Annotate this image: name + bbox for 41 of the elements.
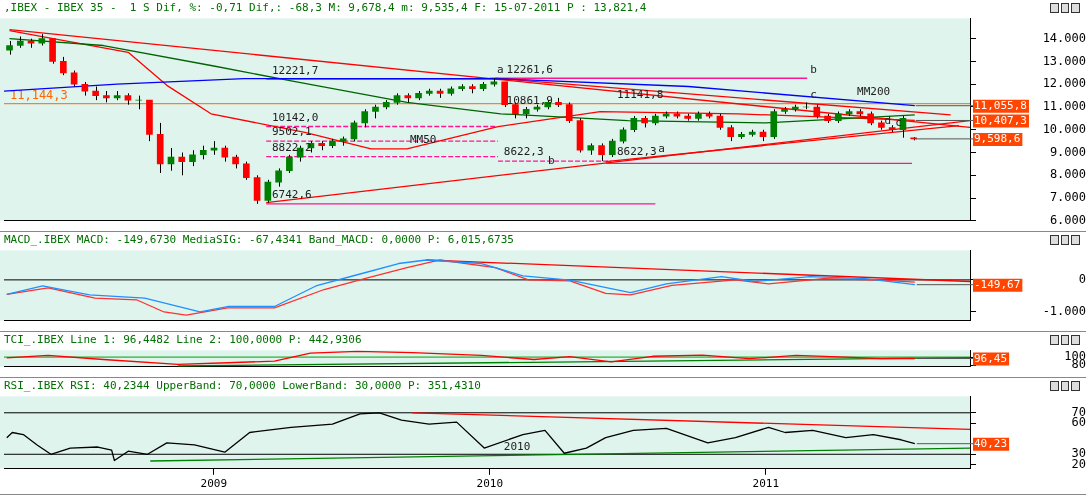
x-tick-label: 2009 xyxy=(200,477,228,491)
chart-title: ,IBEX - IBEX 35 - 1 S Dif, %: -0,71 Dif,: -68,3 M: 9,678,4 m: 9,535,4 F: 15-07-2011 P : 13,821,4 xyxy=(4,1,647,15)
y-tick-label: 10.000 xyxy=(1042,121,1086,136)
annotation: b xyxy=(810,62,817,76)
annotation: c xyxy=(895,116,902,130)
x-tick-label: 2011 xyxy=(752,477,780,491)
annotation: 10,407,3 xyxy=(974,113,1027,127)
annotation: MM200 xyxy=(857,84,891,98)
annotation: d xyxy=(884,114,892,128)
chart-title: TCI_.IBEX Line 1: 96,4482 Line 2: 100,0000 P: 442,9306 xyxy=(4,333,362,347)
y-tick-label: 6.000 xyxy=(1049,212,1086,227)
y-tick-label: 20 xyxy=(1071,456,1086,471)
y-tick-label: 8.000 xyxy=(1049,167,1086,182)
chart-title: RSI_.IBEX RSI: 40,2344 UpperBand: 70,0000 LowerBand: 30,0000 P: 351,4310 xyxy=(4,379,481,393)
y-tick-label: 9.000 xyxy=(1049,144,1086,159)
y-tick-label: 0 xyxy=(1078,272,1086,287)
annotation: 96,45 xyxy=(974,351,1008,365)
y-tick-label: 12.000 xyxy=(1042,76,1086,91)
annotation: 6742,6 xyxy=(271,188,312,202)
annotation: a xyxy=(658,141,665,155)
annotation: 40,23 xyxy=(974,437,1008,451)
annotation: 8622,3 xyxy=(503,145,544,159)
y-tick-label: 7.000 xyxy=(1049,190,1086,205)
y-tick-label: 13.000 xyxy=(1042,53,1086,68)
x-tick-label: 2010 xyxy=(476,477,504,491)
chart-title: MACD_.IBEX MACD: -149,6730 MediaSIG: -67,4341 Band_MACD: 0,0000 P: 6,015,6735 xyxy=(4,233,514,247)
annotation: 10142,0 xyxy=(271,110,319,124)
annotation: 11,055,8 xyxy=(974,99,1027,113)
ref-line-label: 11,144,3 xyxy=(10,87,68,102)
annotation: 2010 xyxy=(503,439,531,453)
annotation: c xyxy=(810,87,817,101)
annotation: a xyxy=(496,62,504,76)
annotation: 8622,3 xyxy=(616,145,657,159)
annotation: b xyxy=(547,154,555,168)
annotation: 12261,6 xyxy=(506,62,553,76)
annotation: 9,598,6 xyxy=(974,132,1021,146)
y-tick-label: 11.000 xyxy=(1042,99,1086,114)
annotation: 12221,7 xyxy=(271,63,319,77)
y-tick-label: -1.000 xyxy=(1042,304,1086,319)
annotation: -149,67 xyxy=(974,278,1021,292)
y-tick-label: 14.000 xyxy=(1042,30,1086,45)
